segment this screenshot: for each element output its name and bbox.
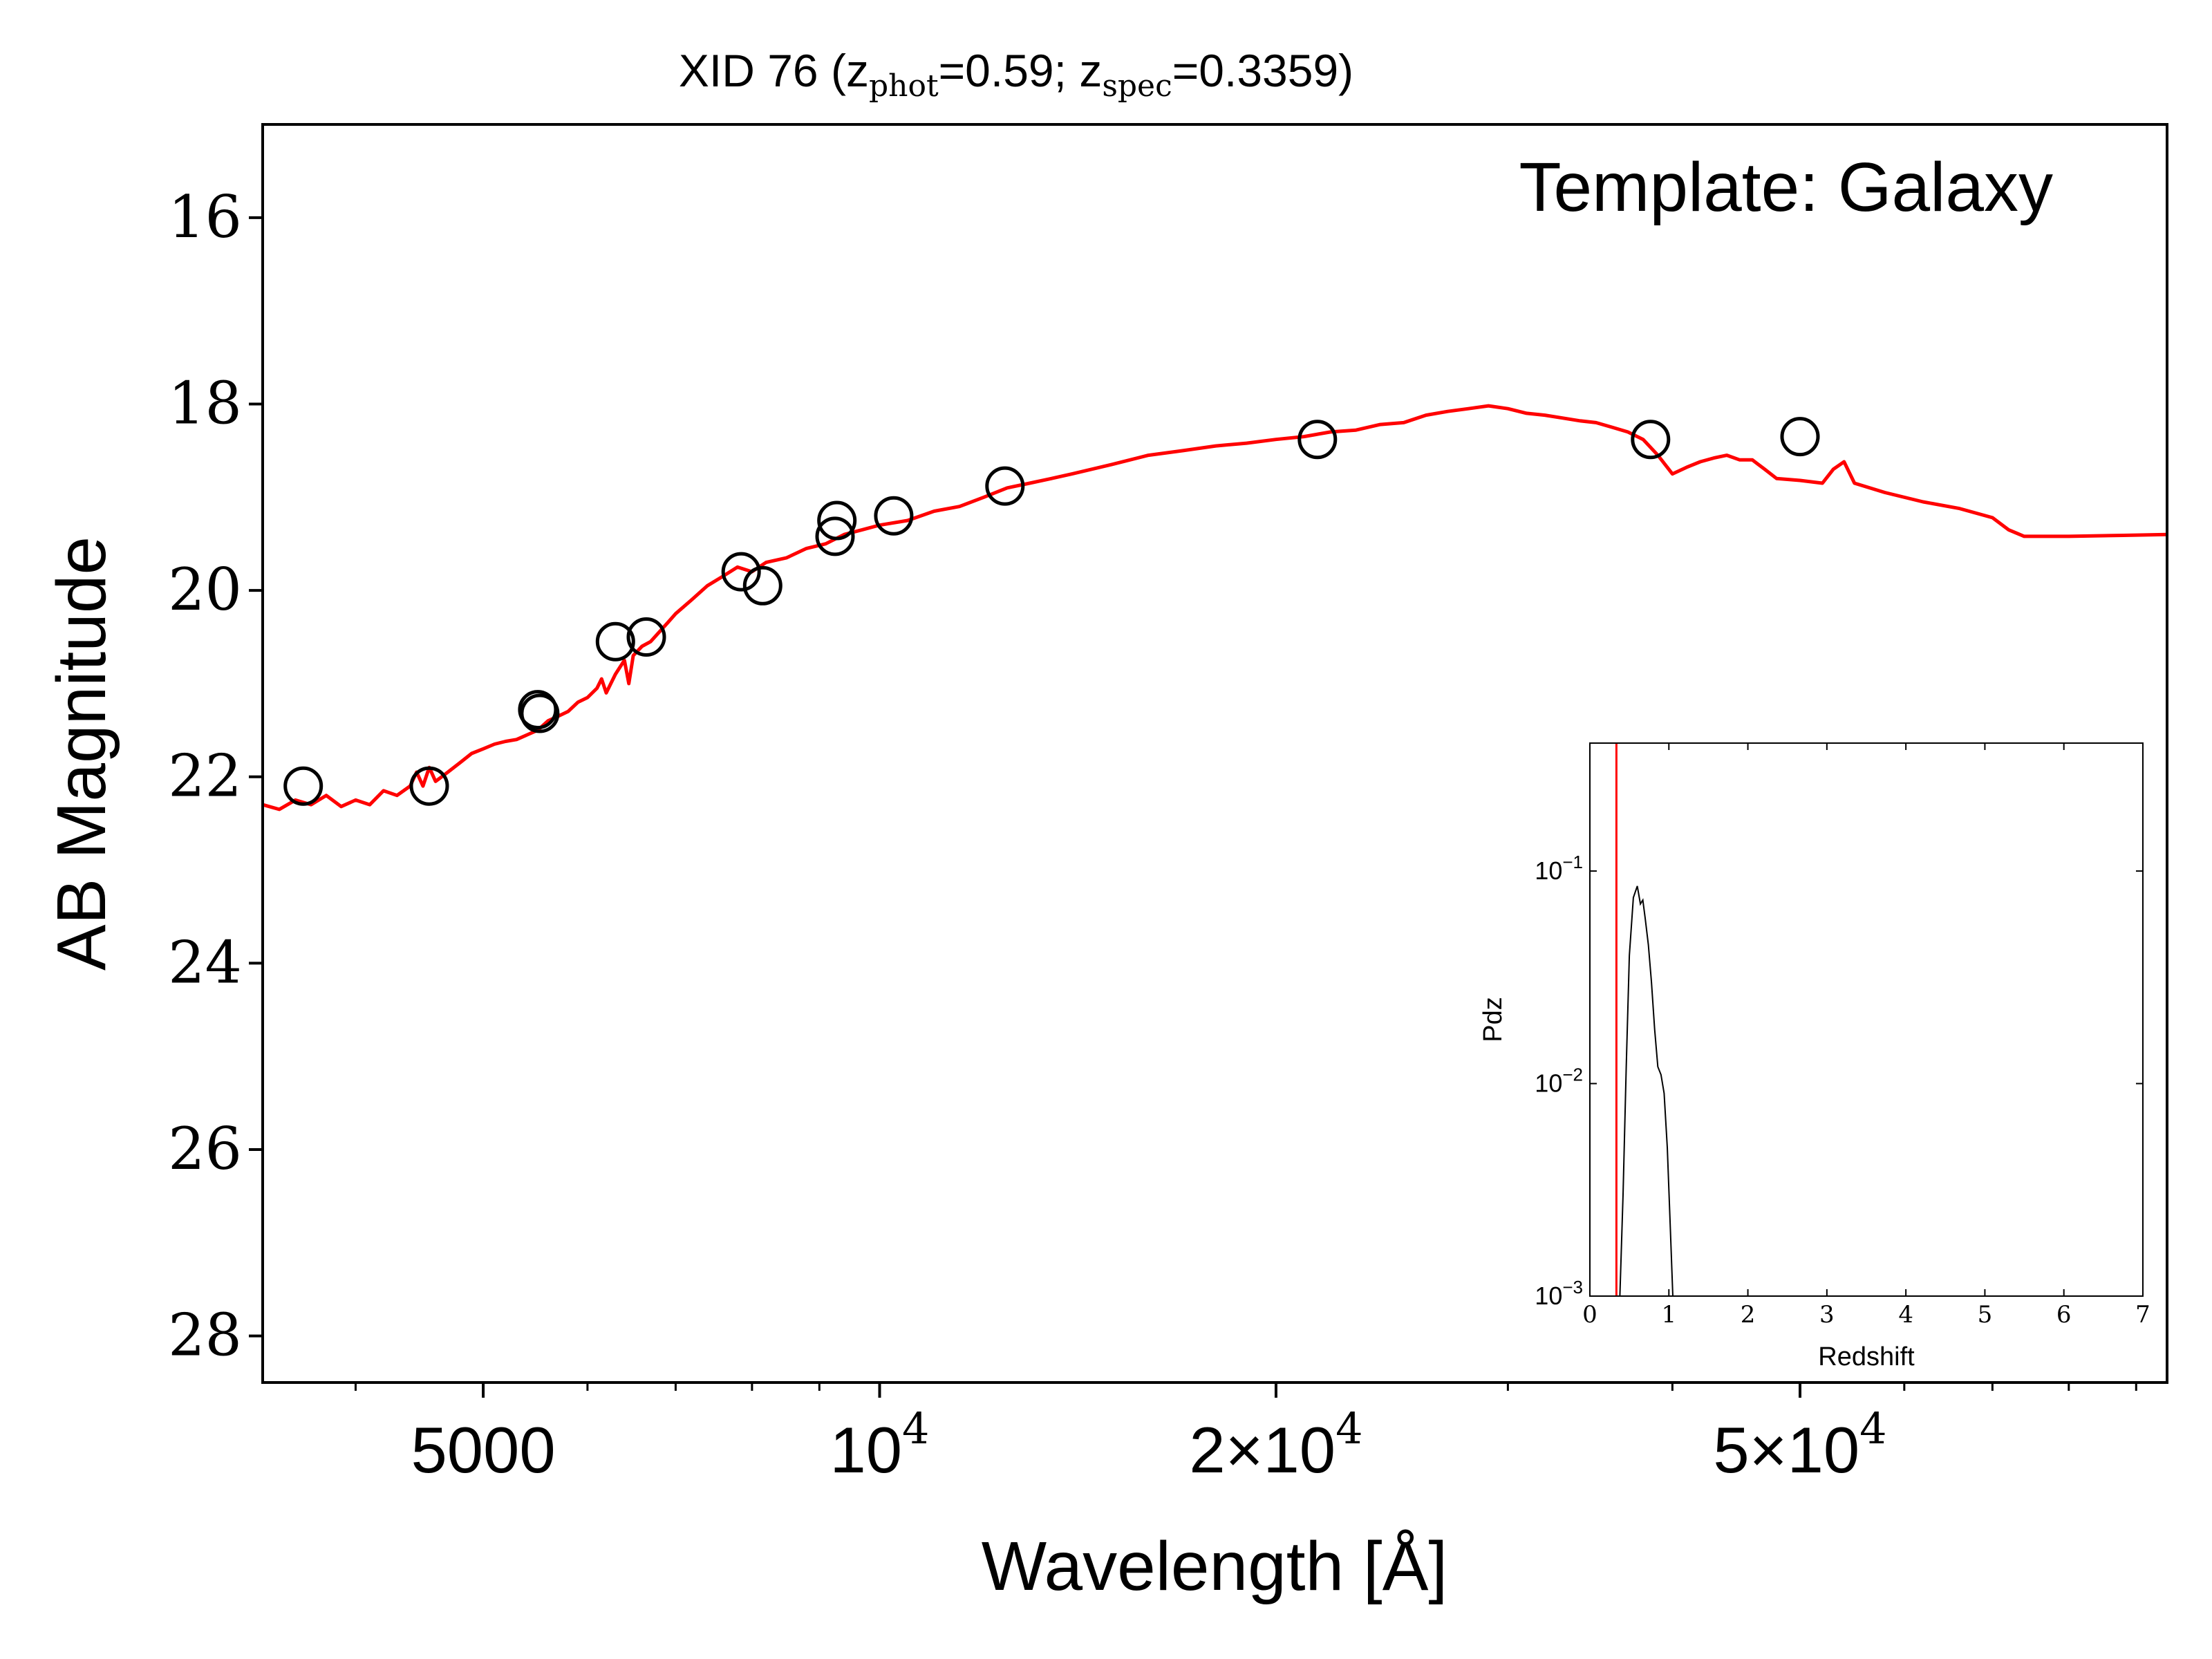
inset-ticks: 0 1 2 3 4 5 6 7 10−1 10−2 10−3 [1535, 743, 2150, 1329]
inset-x-tick-label: 7 [2135, 1301, 2150, 1329]
y-tick-label: 22 [168, 742, 242, 810]
title-sub-phot: phot [869, 68, 939, 104]
y-tick-label: 18 [168, 369, 242, 437]
photometry-point [1780, 417, 1820, 457]
inset-y-tick-label: 10−1 [1535, 852, 1583, 885]
title-prefix: XID 76 (z [679, 45, 869, 96]
inset-y-tick-label: 10−2 [1535, 1065, 1583, 1098]
y-axis-ticks: 16 18 20 22 24 26 28 [168, 183, 263, 1369]
photometry-point [721, 552, 761, 592]
inset-x-tick-label: 4 [1898, 1301, 1913, 1329]
inset-x-axis-label: Redshift [1818, 1342, 1915, 1371]
x-tick-label: 5000 [411, 1414, 555, 1486]
title-sub-spec: spec [1102, 68, 1172, 104]
template-series [263, 404, 2167, 812]
y-tick-label: 16 [168, 183, 242, 251]
title-suffix: =0.3359) [1172, 45, 1353, 96]
photometry-point [1631, 420, 1671, 460]
x-tick-label: 2×104 [1189, 1403, 1362, 1486]
chart-title: XID 76 (zphot=0.59; zspec=0.3359) [679, 45, 1353, 104]
inset-plot-area [1590, 743, 2143, 1296]
inset-frame [1589, 742, 2144, 1297]
x-tick-label: 5×104 [1713, 1403, 1886, 1486]
y-tick-label: 26 [168, 1115, 242, 1183]
photometry-point [1297, 420, 1338, 460]
x-axis-ticks: 5000 104 2×104 5×104 [354, 1382, 2137, 1486]
x-axis-label: Wavelength [Å] [982, 1528, 1447, 1605]
photometry-point [742, 565, 782, 606]
template-sed-line [263, 404, 2167, 812]
photometry-point [283, 766, 324, 806]
photometry-point [626, 617, 666, 657]
inset-x-tick-label: 6 [2056, 1301, 2072, 1329]
y-tick-label: 20 [168, 556, 242, 624]
photometry-point [595, 621, 635, 662]
photometry-point [520, 693, 560, 733]
inset-y-axis-label: Pdz [1479, 997, 1508, 1042]
x-tick-label: 104 [830, 1403, 929, 1486]
plot-frame [261, 123, 2168, 1384]
photometry-series [283, 417, 1820, 806]
y-tick-label: 28 [168, 1302, 242, 1369]
photometry-point [409, 766, 449, 806]
inset-y-tick-label: 10−3 [1535, 1277, 1583, 1310]
inset-x-tick-label: 3 [1819, 1301, 1835, 1329]
photometry-point [874, 496, 914, 536]
inset-x-tick-label: 5 [1978, 1301, 1993, 1329]
photometry-point [985, 466, 1025, 506]
title-mid: =0.59; z [939, 45, 1103, 96]
inset-x-tick-label: 2 [1741, 1301, 1756, 1329]
photometry-point [815, 516, 855, 556]
pdz-series [1615, 743, 1674, 1296]
template-annotation: Template: Galaxy [1519, 149, 2053, 226]
y-axis-label: AB Magnitude [43, 536, 120, 971]
inset-x-tick-label: 1 [1661, 1301, 1676, 1329]
y-tick-label: 24 [168, 928, 242, 996]
pdz-curve [1619, 885, 1674, 1296]
photometry-point [817, 500, 857, 541]
inset-x-tick-label: 0 [1582, 1301, 1597, 1329]
